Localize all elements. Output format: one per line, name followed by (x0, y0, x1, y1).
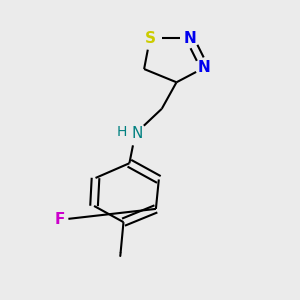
Text: N: N (198, 60, 211, 75)
Text: N: N (183, 31, 196, 46)
Text: H: H (117, 125, 127, 139)
Text: S: S (145, 31, 155, 46)
Text: N: N (131, 126, 142, 141)
Text: F: F (55, 212, 65, 227)
